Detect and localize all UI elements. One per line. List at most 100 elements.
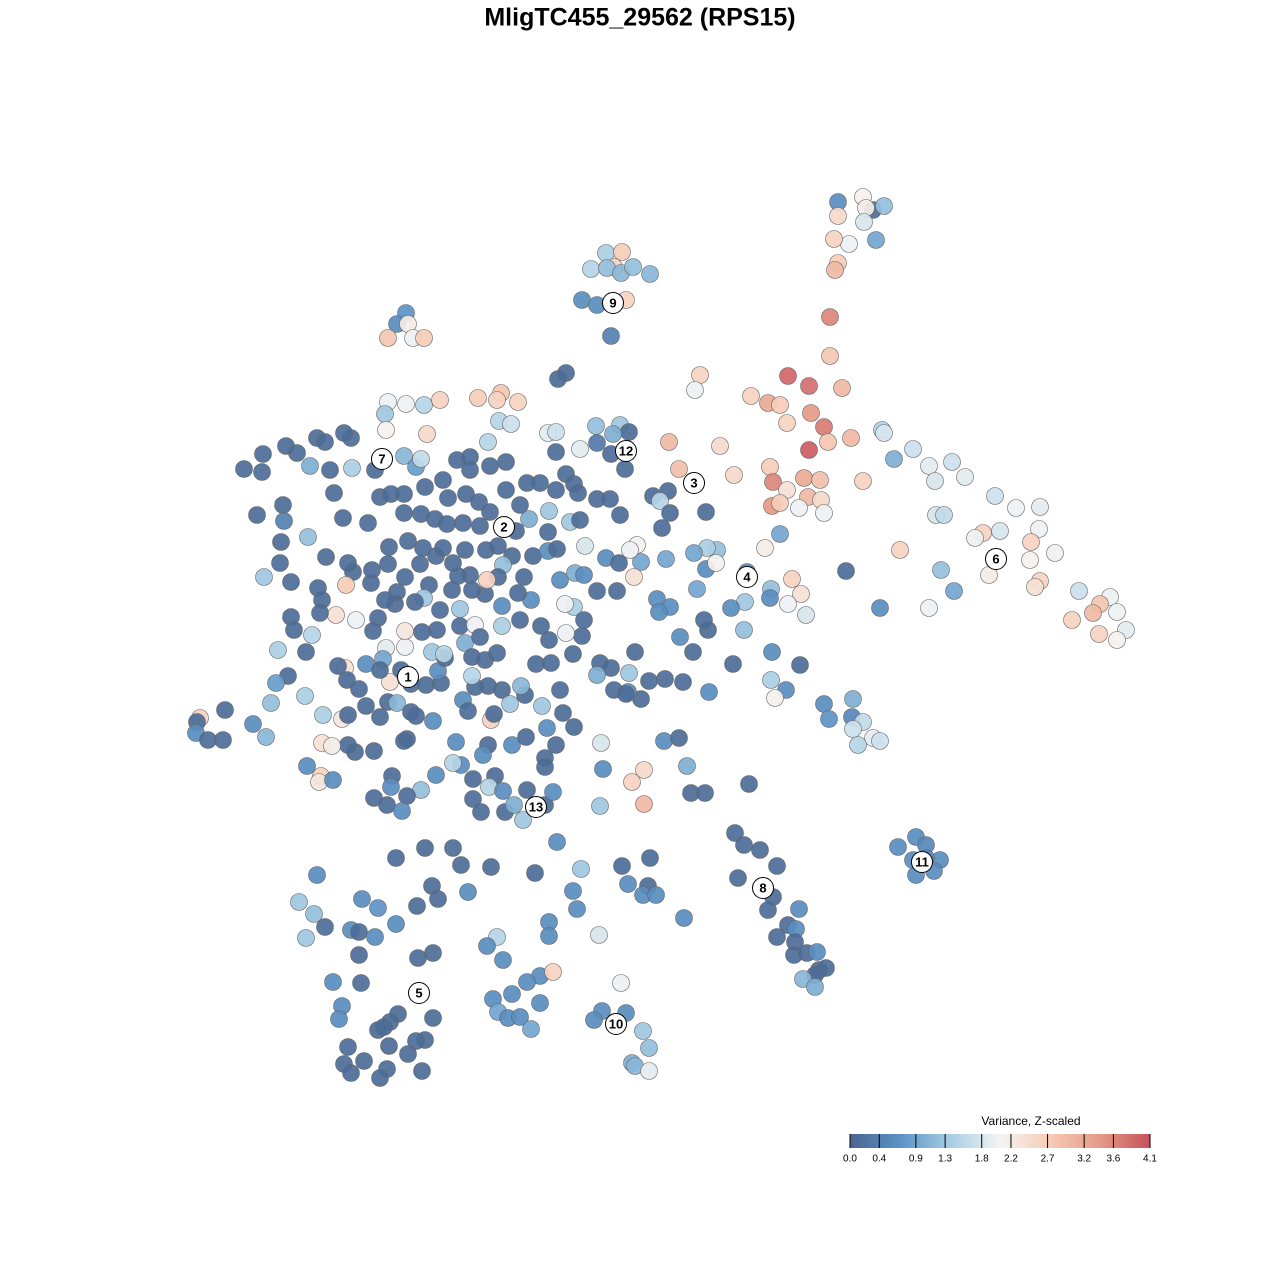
point	[675, 909, 693, 927]
point	[376, 405, 394, 423]
point	[352, 974, 370, 992]
point	[623, 773, 641, 791]
point	[920, 457, 938, 475]
colorbar	[850, 1134, 1150, 1148]
point	[815, 504, 833, 522]
point	[470, 493, 488, 511]
point	[926, 472, 944, 490]
point	[503, 985, 521, 1003]
point	[588, 666, 606, 684]
point	[725, 466, 743, 484]
point	[435, 645, 453, 663]
point	[342, 1064, 360, 1082]
point	[932, 561, 950, 579]
point	[540, 502, 558, 520]
point	[742, 387, 760, 405]
point	[382, 778, 400, 796]
point	[619, 875, 637, 893]
point	[375, 1018, 393, 1036]
point	[497, 481, 515, 499]
point	[316, 433, 334, 451]
point	[253, 463, 271, 481]
point	[540, 631, 558, 649]
point	[533, 697, 551, 715]
point	[359, 514, 377, 532]
point	[479, 433, 497, 451]
point	[612, 974, 630, 992]
point	[355, 1052, 373, 1070]
point	[407, 1032, 425, 1050]
point	[339, 554, 357, 572]
point	[837, 562, 855, 580]
point	[413, 1062, 431, 1080]
point	[282, 573, 300, 591]
point	[387, 849, 405, 867]
point	[678, 757, 696, 775]
point	[591, 797, 609, 815]
point	[456, 541, 474, 559]
point	[503, 736, 521, 754]
point	[806, 978, 824, 996]
point	[815, 695, 833, 713]
point	[711, 437, 729, 455]
point	[299, 528, 317, 546]
point	[820, 710, 838, 728]
point	[844, 690, 862, 708]
point	[1063, 611, 1081, 629]
point	[945, 582, 963, 600]
point	[305, 905, 323, 923]
cluster-label: 9	[609, 295, 616, 310]
cluster-label-badge	[985, 548, 1007, 570]
point	[616, 460, 634, 478]
point	[791, 656, 809, 674]
point	[602, 327, 620, 345]
cluster-label: 7	[378, 451, 385, 466]
point	[511, 1008, 529, 1026]
point	[416, 839, 434, 857]
cluster-label: 5	[415, 985, 422, 1000]
point	[317, 548, 335, 566]
point	[396, 638, 414, 656]
point	[412, 450, 430, 468]
point	[527, 655, 545, 673]
point	[821, 308, 839, 326]
point	[457, 485, 475, 503]
point	[316, 918, 334, 936]
point	[399, 1045, 417, 1063]
colorbar-tick-label: 2.7	[1041, 1154, 1055, 1165]
point	[411, 555, 429, 573]
point	[582, 260, 600, 278]
colorbar-tick-label: 3.2	[1077, 1154, 1091, 1165]
point	[350, 946, 368, 964]
chart-title: MligTC455_29562 (RPS15)	[484, 4, 795, 32]
point	[301, 457, 319, 475]
point	[353, 890, 371, 908]
point	[829, 207, 847, 225]
point	[707, 554, 725, 572]
point	[481, 503, 499, 521]
point	[297, 643, 315, 661]
cluster-label: 4	[743, 569, 751, 584]
point	[531, 474, 549, 492]
point	[660, 433, 678, 451]
point	[735, 621, 753, 639]
point	[650, 603, 668, 621]
point	[396, 568, 414, 586]
cluster-label-badge	[493, 516, 515, 538]
point	[515, 568, 533, 586]
point	[235, 460, 253, 478]
point	[729, 869, 747, 887]
point	[825, 230, 843, 248]
colorbar-tick-label: 0.0	[843, 1154, 857, 1165]
point	[854, 472, 872, 490]
point	[686, 381, 704, 399]
point	[434, 471, 452, 489]
point	[415, 396, 433, 414]
point	[635, 795, 653, 813]
point	[363, 561, 381, 579]
point	[756, 539, 774, 557]
point	[469, 389, 487, 407]
point	[311, 604, 329, 622]
point	[779, 595, 797, 613]
point	[674, 673, 692, 691]
